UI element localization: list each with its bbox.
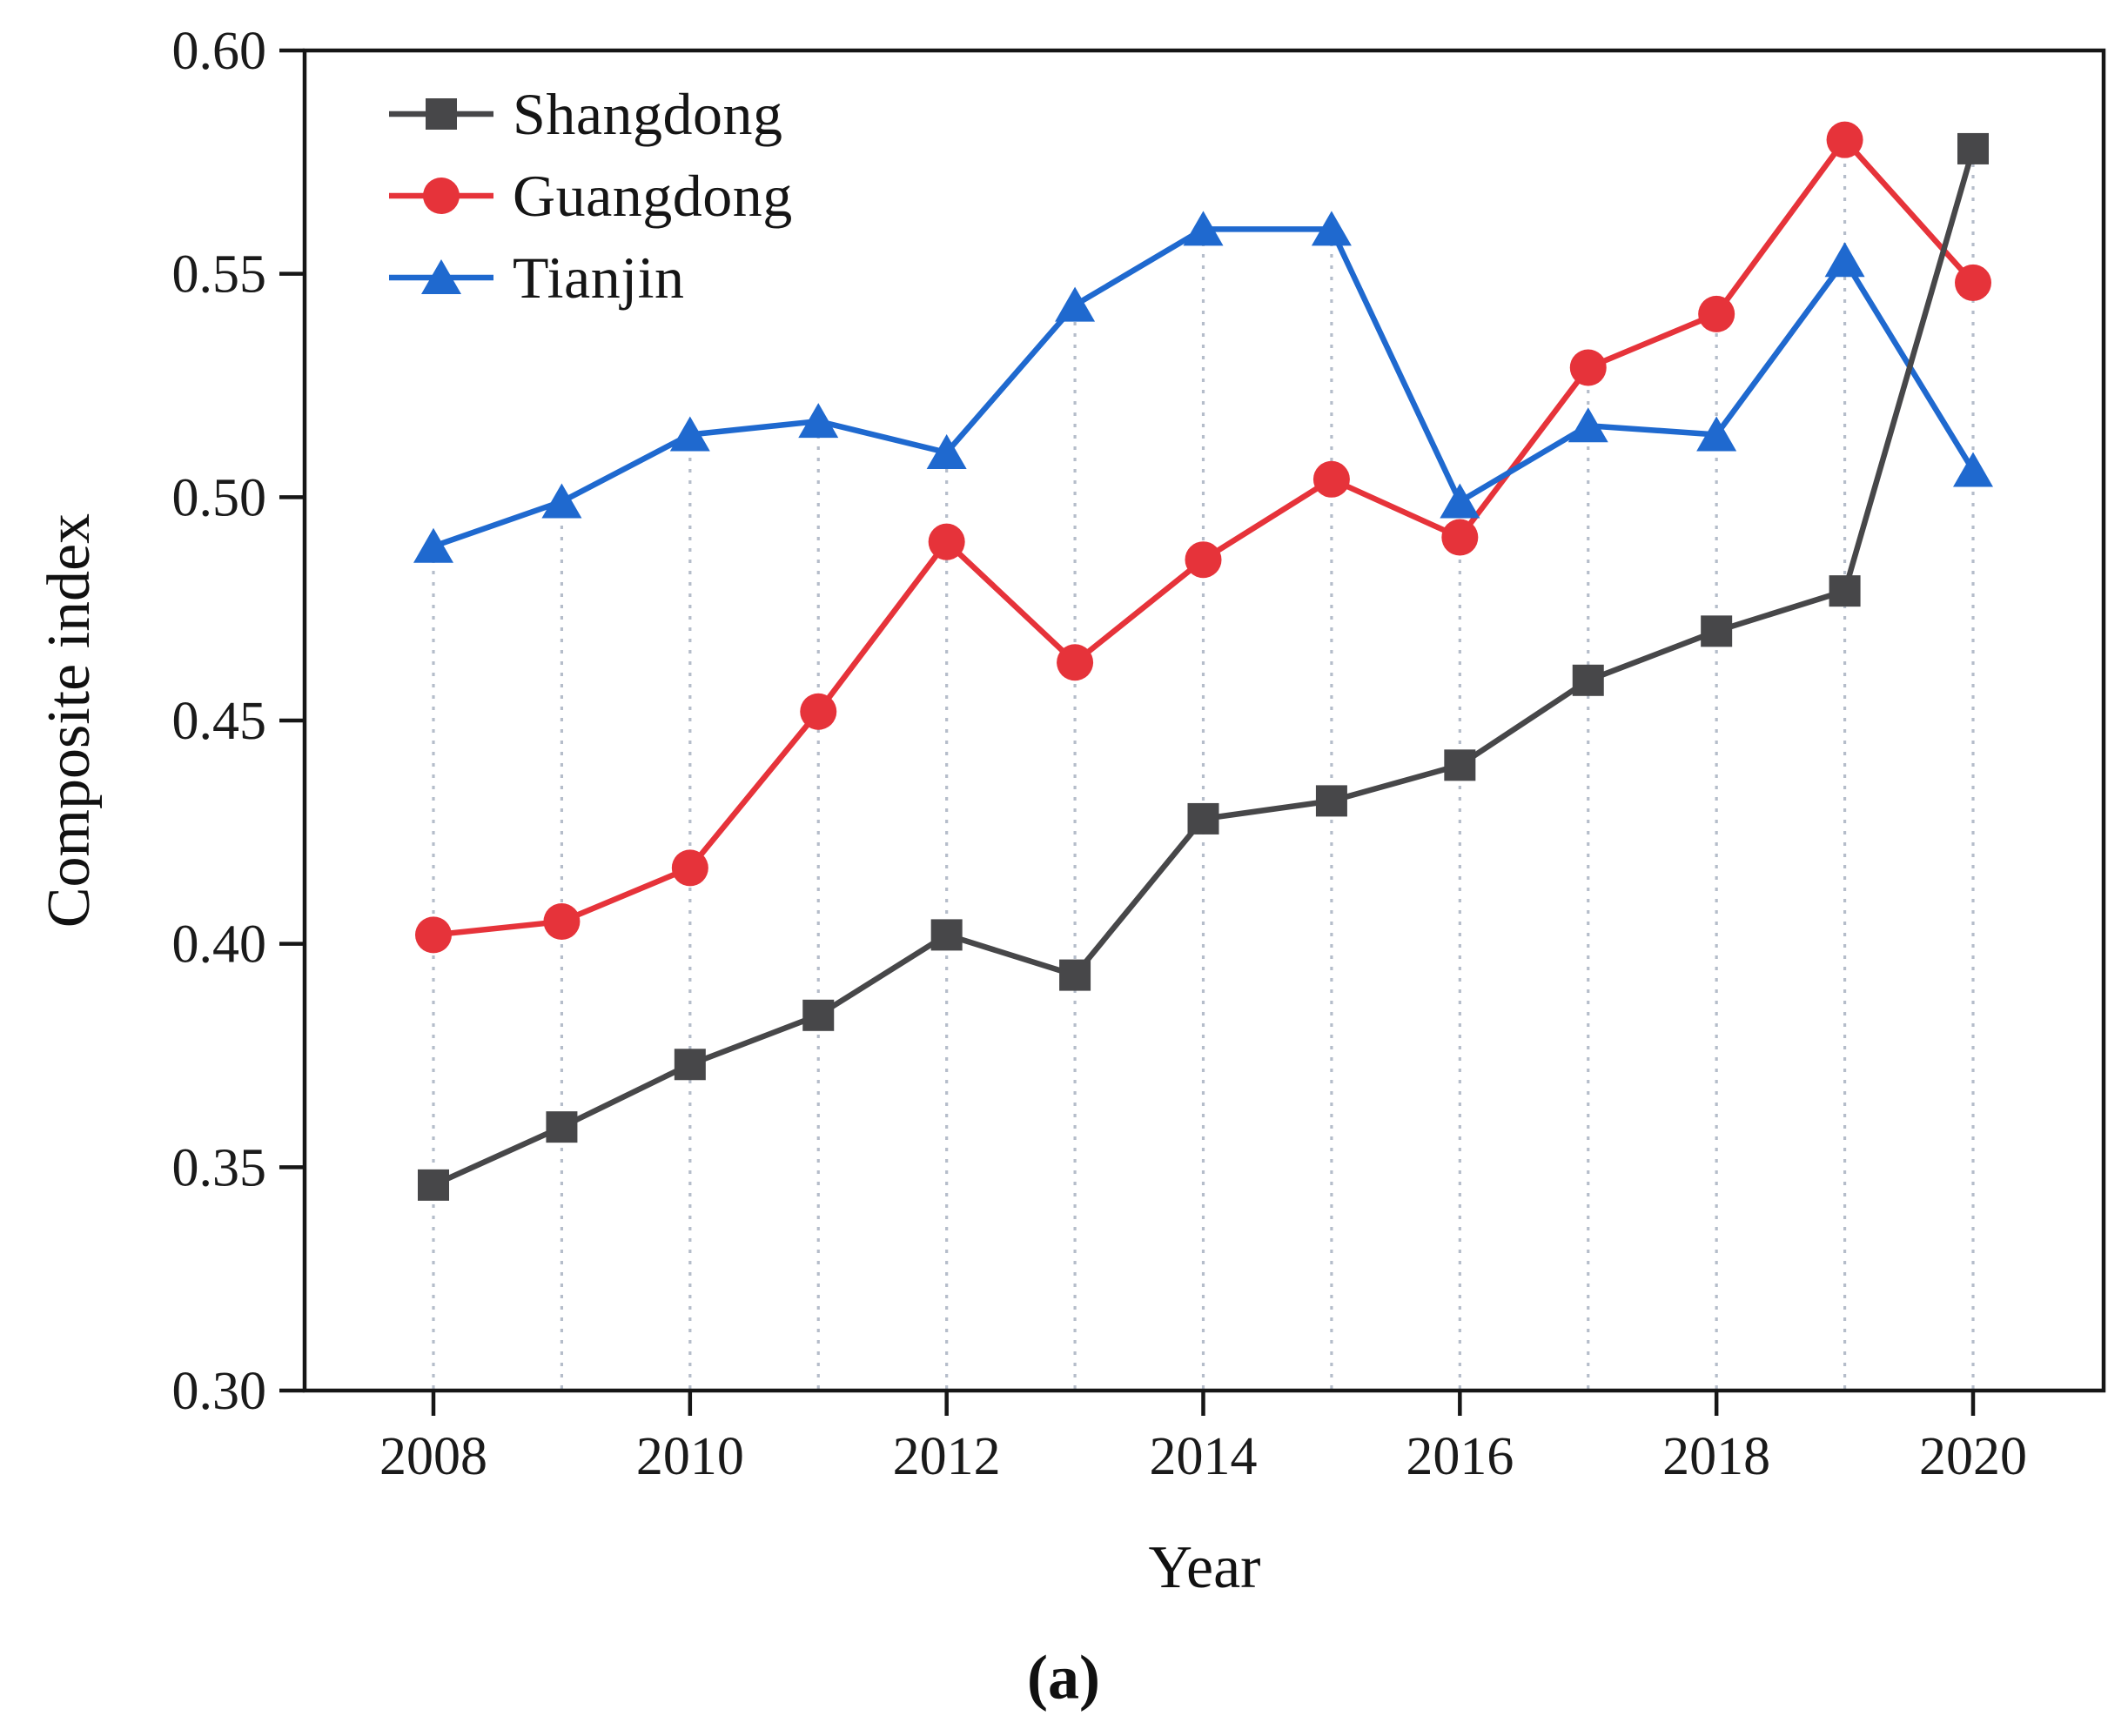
data-point-marker: [1440, 483, 1480, 519]
triangle-glyph: [421, 259, 461, 294]
data-point-marker: [1185, 541, 1222, 579]
y-tick-label: 0.45: [172, 692, 267, 751]
data-point-marker: [546, 1111, 578, 1143]
legend-label-shangdong: Shangdong: [513, 81, 783, 147]
series-shangdong: [418, 132, 1990, 1201]
data-point-marker: [1826, 121, 1863, 158]
data-point-marker: [1696, 416, 1737, 452]
data-point-marker: [1441, 519, 1479, 556]
data-point-marker: [930, 919, 963, 951]
data-point-marker: [1183, 211, 1224, 246]
data-point-marker: [1572, 664, 1604, 696]
y-tick-label: 0.50: [172, 468, 267, 527]
y-tick-label: 0.35: [172, 1138, 267, 1197]
subfigure-caption: (a): [1027, 1642, 1100, 1713]
data-point-marker: [674, 1049, 706, 1081]
square-marker-icon: [389, 98, 493, 130]
y-tick-label: 0.55: [172, 245, 267, 305]
circle-marker-icon: [389, 178, 493, 214]
gridlines: [432, 139, 1975, 1389]
square-glyph: [426, 98, 457, 130]
data-point-marker: [800, 693, 837, 730]
data-point-marker: [1444, 749, 1476, 781]
data-point-marker: [1829, 575, 1861, 607]
data-point-marker: [1957, 132, 1990, 164]
y-tick-label: 0.60: [172, 22, 267, 81]
y-axis: 0.60 0.55 0.50 0.45 0.40 0.35 0.30: [172, 22, 305, 1421]
legend-item-tianjin: Tianjin: [389, 237, 793, 318]
triangle-marker-icon: [389, 259, 493, 294]
data-point-marker: [543, 903, 581, 940]
data-point-marker: [671, 849, 708, 887]
data-point-marker: [1187, 802, 1219, 834]
series-tianjin: [413, 211, 1994, 563]
x-tick-label: 2008: [379, 1427, 487, 1486]
legend-label-guangdong: Guangdong: [513, 163, 793, 229]
data-point-marker: [1057, 644, 1094, 681]
data-point-marker: [1567, 407, 1608, 443]
data-point-marker: [1059, 959, 1091, 991]
legend-item-shangdong: Shangdong: [389, 73, 793, 155]
x-tick-label: 2014: [1150, 1427, 1258, 1486]
data-point-marker: [669, 416, 710, 452]
x-axis-title: Year: [1148, 1534, 1261, 1601]
data-point-marker: [1311, 211, 1352, 246]
x-tick-label: 2016: [1406, 1427, 1514, 1486]
data-point-marker: [1315, 785, 1347, 817]
x-tick-label: 2012: [893, 1427, 1001, 1486]
data-point-marker: [413, 527, 453, 563]
x-axis: 2008 2010 2012 2014 2016 2018 2020: [379, 1391, 2027, 1486]
circle-glyph: [423, 178, 460, 214]
data-point-marker: [1569, 349, 1607, 386]
data-point-marker: [1824, 242, 1865, 278]
data-point-marker: [1698, 295, 1735, 332]
legend-label-tianjin: Tianjin: [513, 245, 685, 311]
data-point-marker: [1955, 264, 1992, 301]
legend-item-guangdong: Guangdong: [389, 155, 793, 237]
x-tick-label: 2018: [1662, 1427, 1770, 1486]
data-point-marker: [418, 1169, 449, 1201]
data-point-marker: [1055, 286, 1096, 322]
y-tick-label: 0.40: [172, 915, 267, 975]
data-point-marker: [1312, 460, 1350, 498]
data-point-marker: [798, 403, 839, 439]
data-point-marker: [926, 434, 967, 469]
data-point-marker: [1953, 452, 1994, 487]
series-guangdong: [415, 121, 1992, 954]
x-tick-label: 2020: [1919, 1427, 2027, 1486]
data-point-marker: [415, 916, 452, 954]
y-tick-label: 0.30: [172, 1362, 267, 1421]
x-tick-label: 2010: [636, 1427, 744, 1486]
data-point-marker: [928, 523, 965, 560]
y-axis-title: Composite index: [36, 513, 103, 928]
data-point-marker: [541, 483, 582, 519]
chart-legend: Shangdong Guangdong Tianjin: [389, 73, 793, 318]
data-point-marker: [802, 999, 835, 1031]
data-point-marker: [1701, 615, 1733, 647]
